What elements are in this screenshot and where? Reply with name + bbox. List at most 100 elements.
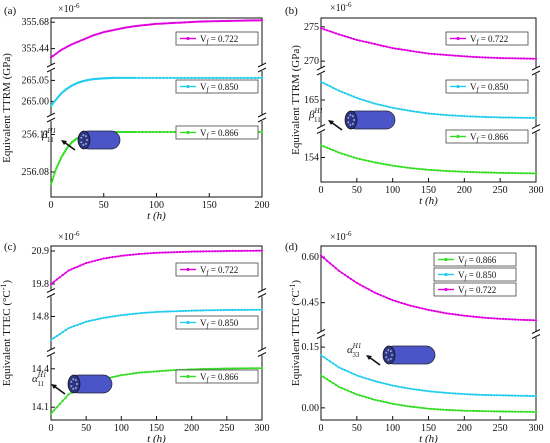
series-point bbox=[487, 116, 490, 119]
axis-break-gap bbox=[258, 65, 266, 71]
series-point bbox=[215, 20, 218, 23]
series-point bbox=[208, 367, 211, 370]
y-axis-label: Equivalent TTEC (°C-1) bbox=[288, 280, 302, 387]
series-point bbox=[86, 36, 89, 39]
series-point bbox=[120, 374, 123, 377]
series-point bbox=[60, 48, 63, 51]
series-point bbox=[496, 410, 499, 413]
series-point bbox=[328, 85, 332, 88]
legend-value: = 0.850 bbox=[466, 270, 496, 280]
series-point bbox=[249, 367, 252, 370]
series-point bbox=[412, 305, 415, 308]
series-point bbox=[370, 379, 373, 382]
y-tick-label: 270 bbox=[304, 56, 319, 67]
x-tick-label: 50 bbox=[352, 423, 362, 434]
y-axis-label-end: ) bbox=[1, 280, 13, 284]
series-point bbox=[199, 309, 202, 312]
series-point bbox=[531, 116, 535, 119]
series-point bbox=[496, 56, 499, 60]
series-point bbox=[445, 114, 448, 117]
series-point bbox=[249, 308, 252, 311]
series-point bbox=[328, 360, 332, 363]
series-point bbox=[58, 402, 61, 406]
series-point bbox=[125, 76, 128, 79]
legend-swatch-marker bbox=[444, 257, 448, 262]
series-point bbox=[76, 40, 79, 44]
series-point bbox=[183, 76, 186, 79]
axis-break-mark bbox=[257, 67, 267, 73]
series-point bbox=[508, 318, 511, 321]
legend-label: Vf = 0.722 bbox=[200, 265, 238, 277]
series-point bbox=[141, 24, 144, 27]
series-point bbox=[255, 19, 258, 22]
series-point bbox=[403, 386, 406, 389]
series-point bbox=[143, 311, 146, 314]
legend-swatch-marker bbox=[186, 374, 190, 379]
axis-break-mark bbox=[316, 70, 326, 76]
series-point bbox=[364, 40, 367, 44]
series-point bbox=[64, 271, 67, 274]
axis-break-mark bbox=[531, 334, 541, 339]
inset-symbol-sup: H1 bbox=[37, 371, 47, 379]
legend-value: = 0.722 bbox=[478, 34, 508, 44]
series-point bbox=[478, 393, 481, 396]
series-point bbox=[166, 76, 169, 79]
y-exponent-label: ×10-6 bbox=[330, 230, 352, 243]
series-point bbox=[139, 24, 142, 27]
y-axis-label-sup: -1 bbox=[288, 284, 297, 291]
inset-symbol-sup: H1 bbox=[313, 107, 323, 115]
series-point bbox=[208, 20, 211, 23]
series-point bbox=[346, 36, 349, 39]
legend-label: Vf = 0.866 bbox=[200, 128, 239, 140]
x-tick-label: 0 bbox=[49, 423, 54, 434]
y-exponent-label: ×10-6 bbox=[58, 2, 80, 15]
series-point bbox=[58, 276, 61, 279]
series-point bbox=[155, 76, 158, 79]
series-point bbox=[255, 308, 258, 311]
series-point bbox=[352, 37, 355, 41]
series-point bbox=[409, 167, 412, 170]
series-point bbox=[51, 55, 54, 58]
series-point bbox=[525, 394, 529, 397]
series-point bbox=[199, 20, 202, 23]
series-point bbox=[385, 383, 388, 386]
series-point bbox=[52, 409, 56, 412]
legend-name: V bbox=[200, 82, 207, 92]
series-point bbox=[123, 76, 126, 79]
series-point bbox=[194, 20, 197, 23]
series-point bbox=[484, 171, 487, 174]
series-point bbox=[51, 178, 54, 181]
direction-arrowhead bbox=[328, 120, 334, 125]
y-tick-label: 265.00 bbox=[22, 96, 50, 107]
series-point bbox=[246, 367, 249, 370]
series-point bbox=[319, 354, 323, 357]
series-point bbox=[400, 301, 403, 305]
inset-symbol-sup: H1 bbox=[46, 127, 56, 135]
series-point bbox=[65, 45, 68, 49]
series-point bbox=[430, 390, 433, 393]
series-point bbox=[510, 116, 514, 119]
legend-name-sub: f bbox=[465, 274, 468, 282]
series-point bbox=[134, 312, 138, 315]
series-point bbox=[85, 320, 88, 323]
series-point bbox=[528, 410, 532, 413]
series-point bbox=[136, 24, 139, 27]
series-point bbox=[245, 19, 248, 22]
series-point bbox=[490, 410, 493, 413]
series-point bbox=[222, 76, 225, 79]
series-point bbox=[115, 76, 118, 79]
series-point bbox=[328, 30, 332, 33]
legend-entry: Vf = 0.722 bbox=[175, 31, 259, 46]
x-tick-label: 150 bbox=[202, 200, 217, 211]
legend-value: = 0.866 bbox=[208, 128, 238, 138]
series-point bbox=[475, 315, 478, 318]
series-point bbox=[250, 19, 253, 22]
series-point bbox=[123, 313, 126, 316]
fiber-strand bbox=[82, 134, 85, 137]
series-point bbox=[531, 394, 535, 398]
series-point bbox=[534, 172, 538, 175]
series-point bbox=[445, 408, 448, 411]
x-tick-label: 100 bbox=[385, 423, 400, 434]
series-point bbox=[475, 409, 478, 413]
series-point bbox=[325, 29, 329, 32]
